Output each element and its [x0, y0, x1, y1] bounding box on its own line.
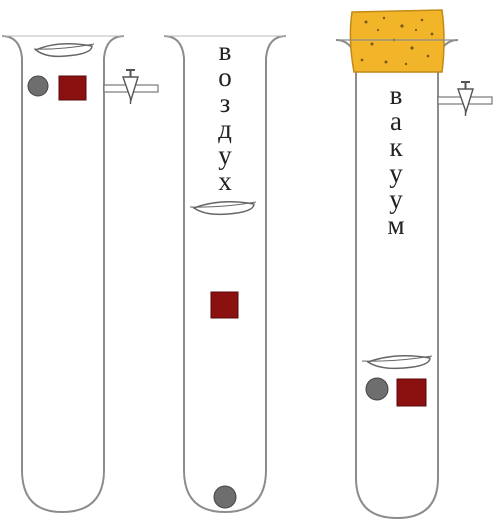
feather-icon [189, 201, 257, 216]
sponge-plug-icon [336, 9, 458, 73]
tube-vacuum [335, 9, 493, 520]
coin-icon [213, 485, 237, 509]
valve-icon [103, 69, 159, 104]
feather-icon [33, 43, 95, 58]
coin-icon [365, 377, 389, 401]
tube-left [1, 35, 159, 514]
cork-square-icon [58, 75, 87, 101]
cork-square-icon [396, 378, 427, 407]
tube-air [163, 35, 287, 514]
cork-square-icon [210, 291, 239, 319]
coin-icon [27, 75, 49, 97]
tube-air-glass [163, 35, 287, 514]
feather-icon [361, 355, 433, 370]
valve-icon [437, 81, 493, 116]
tube-left-glass [1, 35, 125, 514]
